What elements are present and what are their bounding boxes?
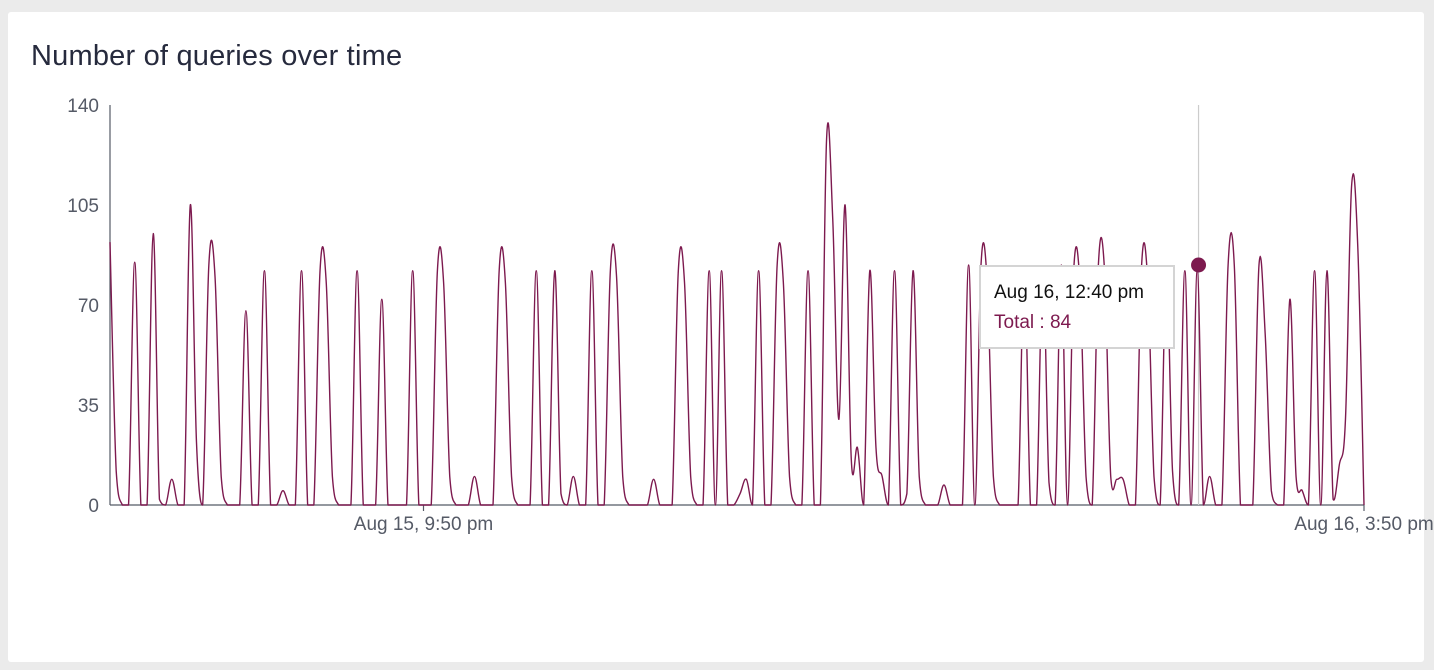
- tooltip: Aug 16, 12:40 pm Total : 84: [979, 265, 1175, 349]
- x-tick-label-0: Aug 15, 9:50 pm: [354, 514, 493, 535]
- y-axis-ticks: 0 35 70 105 140: [67, 96, 99, 517]
- hovered-data-point[interactable]: [1191, 257, 1207, 273]
- y-tick-label-105: 105: [67, 196, 99, 217]
- y-tick-label-140: 140: [67, 96, 99, 117]
- chart-title: Number of queries over time: [31, 40, 403, 72]
- series-line-total[interactable]: [109, 122, 1365, 506]
- x-axis-ticks: Aug 15, 9:50 pm Aug 16, 3:50 pm: [354, 505, 1434, 535]
- x-tick-label-1: Aug 16, 3:50 pm: [1294, 514, 1433, 535]
- y-tick-label-35: 35: [78, 396, 99, 417]
- y-tick-label-0: 0: [88, 496, 99, 517]
- tooltip-total: Total : 84: [994, 312, 1072, 333]
- tooltip-date: Aug 16, 12:40 pm: [994, 282, 1144, 303]
- y-tick-label-70: 70: [78, 296, 99, 317]
